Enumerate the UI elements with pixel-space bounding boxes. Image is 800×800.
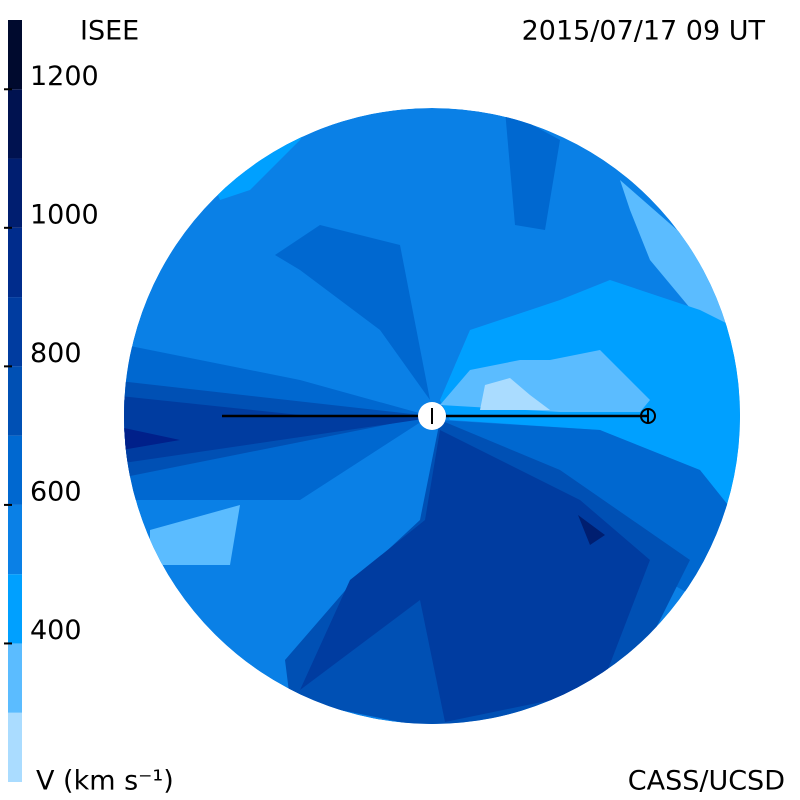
- colorbar-segment: [8, 643, 22, 713]
- colorbar-tick-label: 800: [30, 338, 82, 369]
- colorbar-tick-label: 600: [30, 476, 82, 507]
- colorbar-segment: [8, 158, 22, 228]
- colorbar-segment: [8, 504, 22, 575]
- velocity-disk: [124, 108, 740, 724]
- colorbar-segment: [8, 20, 22, 90]
- date: 2015/07/17 09 UT: [522, 16, 766, 47]
- colorbar-segment: [8, 366, 22, 436]
- colorbar-segment: [8, 712, 22, 782]
- title: ISEE: [80, 16, 139, 47]
- credit: CASS/UCSD: [628, 766, 785, 797]
- colorbar-segment: [8, 297, 22, 367]
- colorbar-tick-label: 1200: [30, 61, 99, 92]
- colorbar-tick-label: 1000: [30, 199, 99, 230]
- colorbar-tick-label: 400: [30, 615, 82, 646]
- colorbar-segment: [8, 227, 22, 298]
- colorbar-label: V (km s⁻¹): [36, 766, 174, 797]
- colorbar-segment: [8, 435, 22, 505]
- colorbar-segment: [8, 574, 22, 644]
- colorbar: 400 600 800 1000 1200: [4, 20, 99, 782]
- colorbar-segment: [8, 89, 22, 159]
